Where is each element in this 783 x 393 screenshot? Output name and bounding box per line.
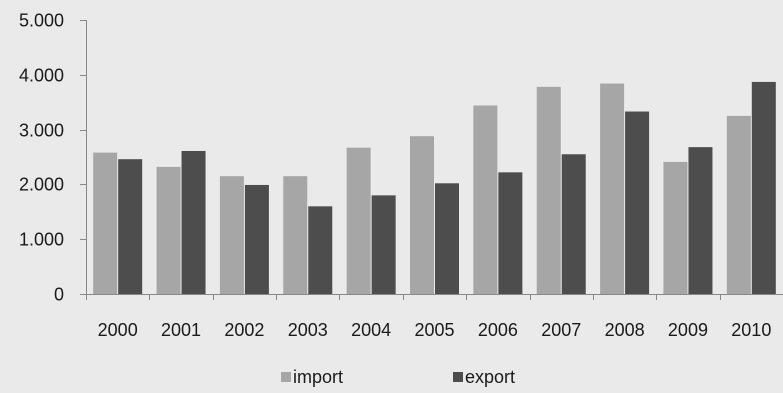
bar-export-2009 — [688, 147, 713, 294]
bar-export-2001 — [181, 150, 206, 294]
x-tick-label: 2007 — [541, 320, 581, 340]
legend: import export — [281, 367, 515, 387]
x-tick-label: 2005 — [414, 320, 454, 340]
legend-swatch-import — [281, 372, 291, 382]
bar-export-2008 — [625, 111, 650, 295]
legend-label-export: export — [465, 367, 515, 387]
y-tick-label: 2.000 — [19, 175, 64, 195]
y-axis: 0 1.000 2.000 3.000 4.000 5.000 — [19, 11, 87, 305]
bar-export-2003 — [308, 206, 333, 294]
bar-export-2004 — [371, 195, 396, 294]
bar-import-2007 — [536, 86, 561, 294]
bar-export-2000 — [118, 159, 143, 294]
x-tick-label: 2004 — [351, 320, 391, 340]
bar-export-2010 — [751, 81, 776, 294]
x-tick-label: 2009 — [668, 320, 708, 340]
bar-import-2010 — [726, 115, 751, 295]
bar-export-2002 — [244, 184, 269, 294]
bar-import-2006 — [473, 105, 498, 294]
x-tick-label: 2006 — [478, 320, 518, 340]
legend-label-import: import — [293, 367, 343, 387]
bar-import-2004 — [346, 147, 371, 294]
x-tick-label: 2001 — [161, 320, 201, 340]
bar-import-2001 — [156, 166, 181, 294]
x-tick-label: 2000 — [98, 320, 138, 340]
bar-import-2003 — [283, 176, 308, 294]
bar-import-2009 — [663, 161, 688, 294]
bar-import-2005 — [410, 136, 434, 294]
y-tick-label: 1.000 — [19, 230, 64, 250]
x-tick-label: 2010 — [731, 320, 771, 340]
y-tick-label: 4.000 — [19, 66, 64, 86]
y-tick-label: 3.000 — [19, 121, 64, 141]
x-tick-label: 2008 — [605, 320, 645, 340]
bar-import-2000 — [93, 152, 118, 294]
x-tick-label: 2002 — [224, 320, 264, 340]
x-axis: 2000 2001 2002 2003 2004 2005 2006 2007 2008 2009… — [86, 294, 783, 340]
y-tick-label: 5.000 — [19, 11, 64, 31]
bar-import-2002 — [219, 176, 244, 294]
bar-export-2006 — [498, 172, 523, 294]
bars — [93, 81, 776, 295]
legend-swatch-export — [453, 372, 463, 382]
x-tick-label: 2003 — [288, 320, 328, 340]
bar-export-2005 — [435, 183, 459, 294]
y-tick-label: 0 — [54, 285, 64, 305]
bar-import-2008 — [600, 83, 625, 295]
bar-export-2007 — [561, 154, 586, 294]
